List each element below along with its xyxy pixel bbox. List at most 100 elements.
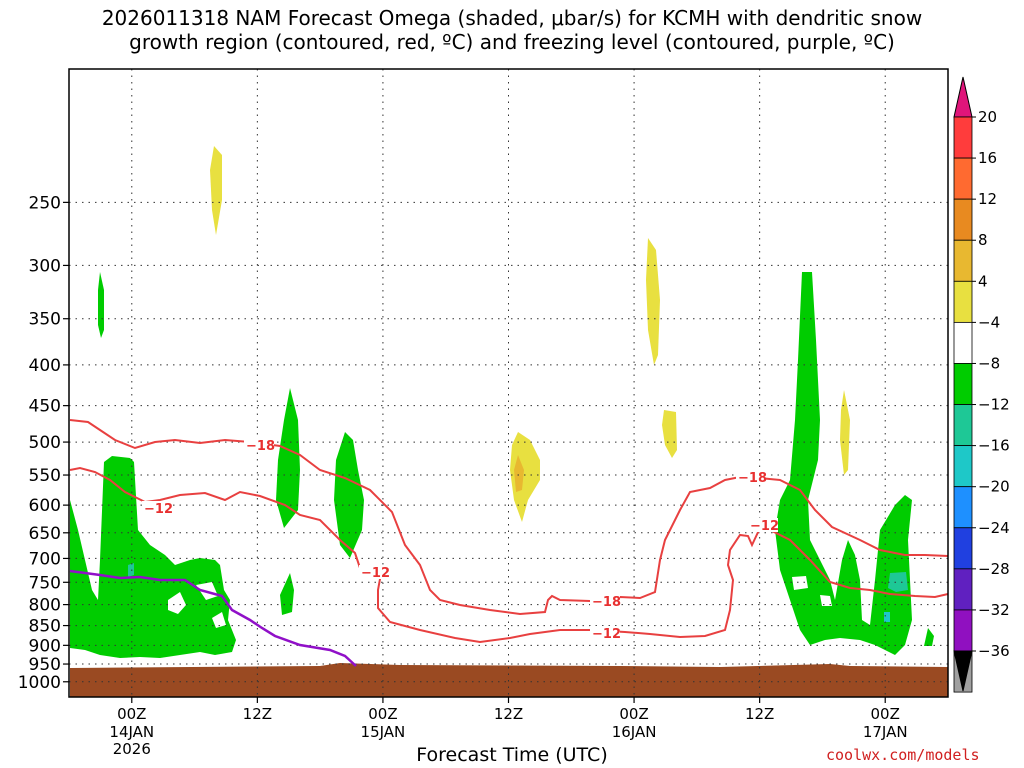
y-tick-label: 750 — [29, 573, 61, 593]
omega-region-orange-1 — [514, 455, 524, 492]
contour-label-3: −12 — [361, 566, 390, 581]
contour-label-2: −12 — [144, 502, 173, 517]
y-tick-label: 550 — [29, 466, 61, 486]
omega-region-yellow-2 — [510, 432, 540, 522]
colorbar-swatch — [953, 527, 973, 570]
omega-region-green-1 — [70, 456, 236, 658]
omega-hole-5 — [820, 595, 832, 606]
colorbar-swatch — [953, 280, 973, 323]
contour-label-1: −18 — [246, 439, 275, 454]
colorbar-swatch — [953, 239, 973, 282]
x-tick-year: 2026 — [113, 740, 151, 758]
y-tick-label: 800 — [29, 596, 61, 616]
colorbar-swatch — [953, 157, 973, 200]
colorbar-label: 20 — [978, 108, 997, 126]
colorbar: 20 16 12 8 4 −4 −8 −12 −16 −20 −24 −28 −32 −36 — [953, 76, 1010, 693]
x-tick-label: 12Z — [745, 705, 774, 723]
colorbar-swatch — [953, 363, 973, 405]
omega-hole-3 — [212, 612, 226, 628]
contour-minus18-left — [69, 419, 949, 616]
contour-label-5: −18 — [738, 471, 767, 486]
colorbar-top-arrow — [953, 76, 973, 118]
omega-cyan-1 — [128, 563, 134, 577]
colorbar-label: 4 — [978, 272, 988, 290]
x-tick-date: 14JAN — [109, 723, 154, 741]
x-tick-label: 00Z — [871, 705, 900, 723]
colorbar-swatch — [953, 116, 973, 159]
colorbar-label: −20 — [978, 478, 1010, 496]
x-tick-label: 00Z — [619, 705, 648, 723]
omega-cyan-3 — [884, 612, 890, 622]
colorbar-label: −16 — [978, 437, 1010, 455]
y-tick-label: 250 — [29, 193, 61, 213]
omega-region-green-7 — [924, 628, 934, 646]
credit-text: coolwx.com/models — [826, 746, 980, 764]
x-tick-label: 00Z — [117, 705, 146, 723]
y-tick-label: 850 — [29, 617, 61, 637]
chart-title: 2026011318 NAM Forecast Omega (shaded, μ… — [0, 6, 1024, 54]
y-tick-label: 450 — [29, 397, 61, 417]
colorbar-label: 12 — [978, 190, 997, 208]
colorbar-label: −12 — [978, 396, 1010, 414]
colorbar-swatch — [953, 568, 973, 611]
freezing-level-contour — [69, 569, 357, 667]
colorbar-label: −32 — [978, 601, 1010, 619]
colorbar-swatch — [953, 404, 973, 447]
y-tick-label: 900 — [29, 636, 61, 656]
omega-hole-4 — [792, 576, 808, 590]
omega-shading — [70, 146, 934, 658]
x-tick-label: 12Z — [243, 705, 272, 723]
contour-label-6: −12 — [750, 519, 779, 534]
colorbar-label: −28 — [978, 560, 1010, 578]
grid-lines — [69, 69, 948, 697]
omega-region-yellow-1 — [210, 146, 222, 235]
y-tick-label: 950 — [29, 655, 61, 675]
x-tick-label: 12Z — [494, 705, 523, 723]
y-tick-label: 1000 — [18, 673, 61, 693]
y-tick-label: 300 — [29, 256, 61, 276]
y-tick-label: 350 — [29, 310, 61, 330]
omega-region-yellow-5 — [840, 390, 850, 475]
x-axis-label: Forecast Time (UTC) — [416, 744, 608, 766]
colorbar-label: 8 — [978, 231, 988, 249]
y-axis: 2503003504004505005506006507007508008509… — [18, 193, 69, 693]
y-tick-label: 650 — [29, 524, 61, 544]
x-tick-date: 17JAN — [863, 723, 908, 741]
y-tick-label: 700 — [29, 549, 61, 569]
omega-cyan-2 — [888, 572, 908, 592]
omega-region-green-3 — [276, 388, 300, 528]
colorbar-label: −24 — [978, 519, 1010, 537]
colorbar-swatch — [953, 486, 973, 529]
x-tick-date: 15JAN — [361, 723, 406, 741]
colorbar-swatch — [953, 198, 973, 241]
contour-minus12-main — [377, 526, 949, 644]
contour-label-7: −12 — [592, 627, 621, 642]
x-tick-date: 16JAN — [612, 723, 657, 741]
colorbar-label: −8 — [978, 354, 1000, 372]
title-line-1: 2026011318 NAM Forecast Omega (shaded, μ… — [101, 6, 923, 30]
omega-region-green-5 — [334, 432, 364, 558]
colorbar-swatch — [953, 321, 973, 364]
colorbar-label: −4 — [978, 313, 1000, 331]
contour-label-4: −18 — [592, 595, 621, 610]
omega-region-green-2 — [98, 272, 104, 338]
colorbar-swatch — [953, 445, 973, 488]
contour-labels: −18 −12 −12 −18 −18 −12 −12 — [142, 438, 779, 642]
omega-region-green-4 — [280, 573, 294, 615]
dendritic-contours — [69, 419, 949, 644]
colorbar-label: −36 — [978, 642, 1010, 660]
omega-hole-1 — [168, 592, 186, 614]
colorbar-bottom-arrow — [953, 650, 973, 692]
contour-minus12-left — [69, 466, 361, 569]
omega-region-yellow-3 — [646, 238, 660, 365]
y-tick-label: 400 — [29, 356, 61, 376]
omega-region-yellow-4 — [662, 410, 677, 458]
colorbar-swatch — [953, 609, 973, 652]
y-tick-label: 500 — [29, 433, 61, 453]
y-tick-label: 600 — [29, 496, 61, 516]
title-line-2: growth region (contoured, red, ºC) and f… — [129, 30, 895, 54]
x-tick-label: 00Z — [368, 705, 397, 723]
colorbar-label: 16 — [978, 149, 997, 167]
